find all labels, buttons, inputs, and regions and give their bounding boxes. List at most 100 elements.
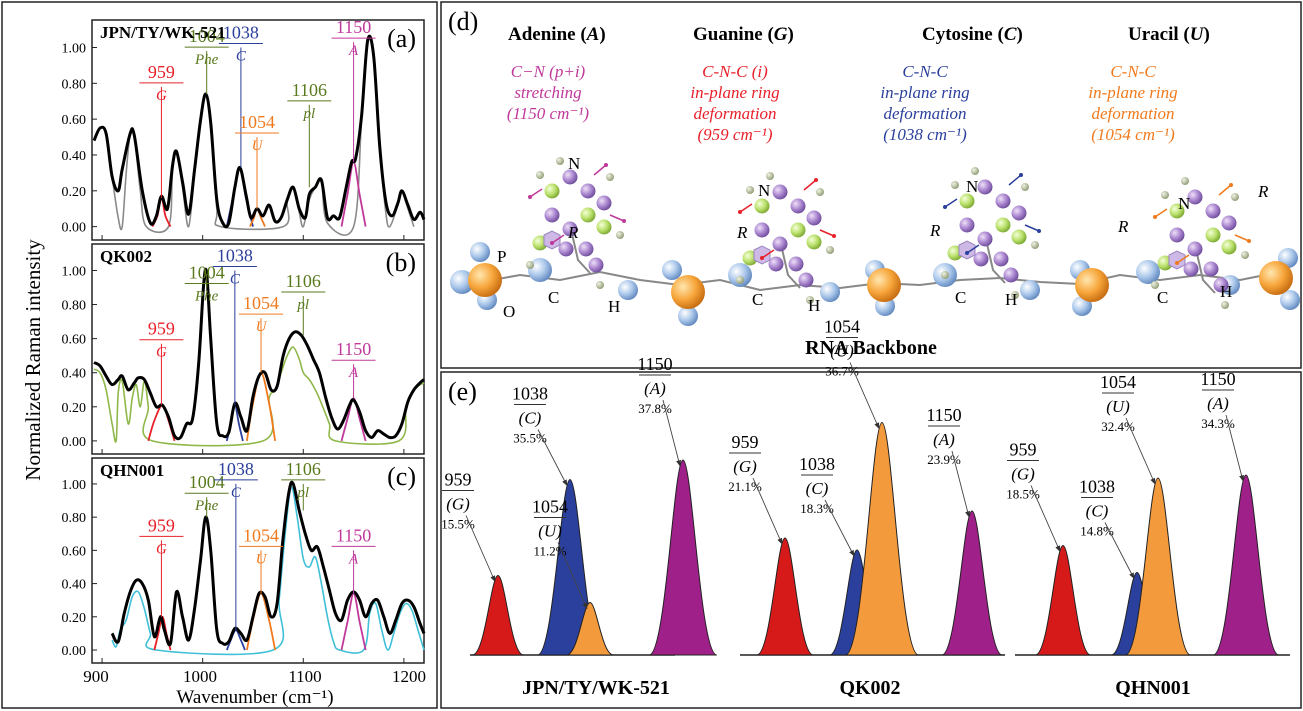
panel-title: QHN001 [100,461,164,480]
y-tick-label: 1.00 [62,478,87,493]
band-peak [941,510,1003,656]
phosphate-groups [450,242,1300,326]
annotation-value: 1038 [223,22,259,42]
annotation-band: C [230,271,241,287]
label-arrow [465,515,496,583]
peak-label: 959 (G) 15.5% [441,470,496,583]
band-annotation: 1106 pl [281,271,326,336]
atom-label-n: N [758,181,770,200]
mode-label-uracil: C-N-C [1110,62,1156,81]
band-annotation: 1106 pl [287,80,332,188]
y-tick-label: 0.80 [62,299,87,314]
annotation-value: 959 [148,319,175,339]
peak-band: 1054 [824,317,860,337]
y-tick-label: 0.80 [62,77,87,92]
vibration-arrow-head [943,205,947,209]
x-tick-labels: 900 1000 1100 1200 [83,667,426,686]
panel-d: (d) Adenine (A) Guanine (G) Cytosine (C)… [448,7,1300,359]
atom-label-h: H [808,296,820,315]
peak-label: 1054 (U) 11.2% [532,497,588,610]
peak-base: (C) [1086,502,1109,521]
annotation-value: 1150 [336,525,371,545]
peak-percent: 14.8% [1080,524,1114,539]
peak-group: 959 (G) 18.5% 1038 (C) 14.8% 1054 (U) 32.4% 1150 (… [1006,369,1290,656]
peak-band: 959 [1010,440,1037,460]
base-title-adenine: Adenine (A) [508,24,606,45]
peak-label: 1054 (U) 36.7% [824,317,880,430]
vibration-arrow-head [832,234,836,238]
band-annotation: 959 G [139,62,184,198]
y-tick-label: 0.60 [62,544,87,559]
r-group-hexagon [753,245,771,265]
panel-e-frame [440,371,1302,709]
atom-label-n: N [568,154,580,173]
peak-label: 1054 (U) 32.4% [1100,372,1156,485]
peak-percent: 15.5% [441,517,475,532]
mode-label-cytosine: C-N-C [902,62,948,81]
peak-band: 1054 [532,497,568,517]
ring-atom [788,256,804,272]
band-peak [566,601,614,656]
band-annotation: 959 G [139,515,184,617]
spectrum-series [340,592,367,651]
y-tick-label: 0.60 [62,333,87,348]
glycosidic-bond [569,224,591,274]
y-tick-label: 0.00 [62,221,87,236]
peak-group: 959 (G) 15.5% 1038 (C) 35.5% 1054 (U) 11.2% 1150 (… [441,354,718,656]
ring-atom [1187,241,1203,257]
peak-band: 959 [732,432,759,452]
hydrogen-atom [536,171,544,179]
band-annotation: 959 G [139,319,184,406]
annotation-value: 1004 [189,26,225,46]
group-label: QK002 [839,677,900,699]
peak-base: (A) [644,379,666,398]
ring-atom [977,231,993,247]
hydrogen-atom [826,246,834,254]
vibration-arrow [966,244,980,254]
vibration-arrow [609,214,625,222]
atom-label-c: C [752,290,763,309]
spectrum-panel-b: 0.00 0.20 0.40 0.60 0.80 1.00 959 G 1004 Phe 1038 C… [62,243,425,455]
atom-label-h: H [608,297,620,316]
atom-label-p: P [497,247,506,266]
x-tick-label: 900 [83,667,109,686]
ring-atom [1213,277,1229,293]
peak-percent: 37.8% [638,401,672,416]
band-peak [756,537,814,656]
ring-atom [544,183,560,199]
x-tick-label: 1100 [288,667,321,686]
label-arrow [662,399,682,467]
label-arrow [1125,417,1156,485]
mode-label-cytosine: deformation [883,104,966,123]
vibration-arrow [819,229,835,237]
atom-label-c: C [1157,288,1168,307]
panel-e: (e) JPN/TY/WK-521 QK002 QHN001 959 (G) 15.… [441,317,1290,699]
peak-percent: 21.1% [728,479,762,494]
vibration-arrow-head [1229,183,1233,187]
atom-label-c: C [955,288,966,307]
annotation-value: 1054 [243,293,279,313]
spectrum-series [110,480,426,647]
left-panels: 0.000.200.400.600.801.00959G1004Phe1038C… [62,17,426,664]
panel-letter: (c) [387,462,416,491]
label-arrow [1104,522,1135,580]
panel-title: JPN/TY/WK-521 [100,23,226,42]
annotation-value: 1106 [286,271,321,291]
y-axis-label: Normalized Raman intensity [21,239,45,481]
ring-atom [806,234,822,250]
mode-label-adenine: C−N (p+i) [511,62,586,81]
ring-atom [973,251,989,267]
vibration-arrow [1176,254,1190,264]
y-tick-label: 0.40 [62,578,87,593]
ring-atom [596,195,612,211]
peak-label: 1150 (A) 23.9% [926,405,971,518]
vibration-arrow [551,234,565,244]
ring-atom [1011,205,1027,221]
mode-label-cytosine: in-plane ring [880,83,969,102]
ring-atom [1169,203,1185,219]
mode-label-guanine: (959 cm⁻¹) [698,125,773,144]
vibration-arrow [529,188,543,198]
atom-label-n: N [1178,194,1190,213]
annotation-band: G [156,88,167,104]
hydrogen-atom [596,281,604,289]
